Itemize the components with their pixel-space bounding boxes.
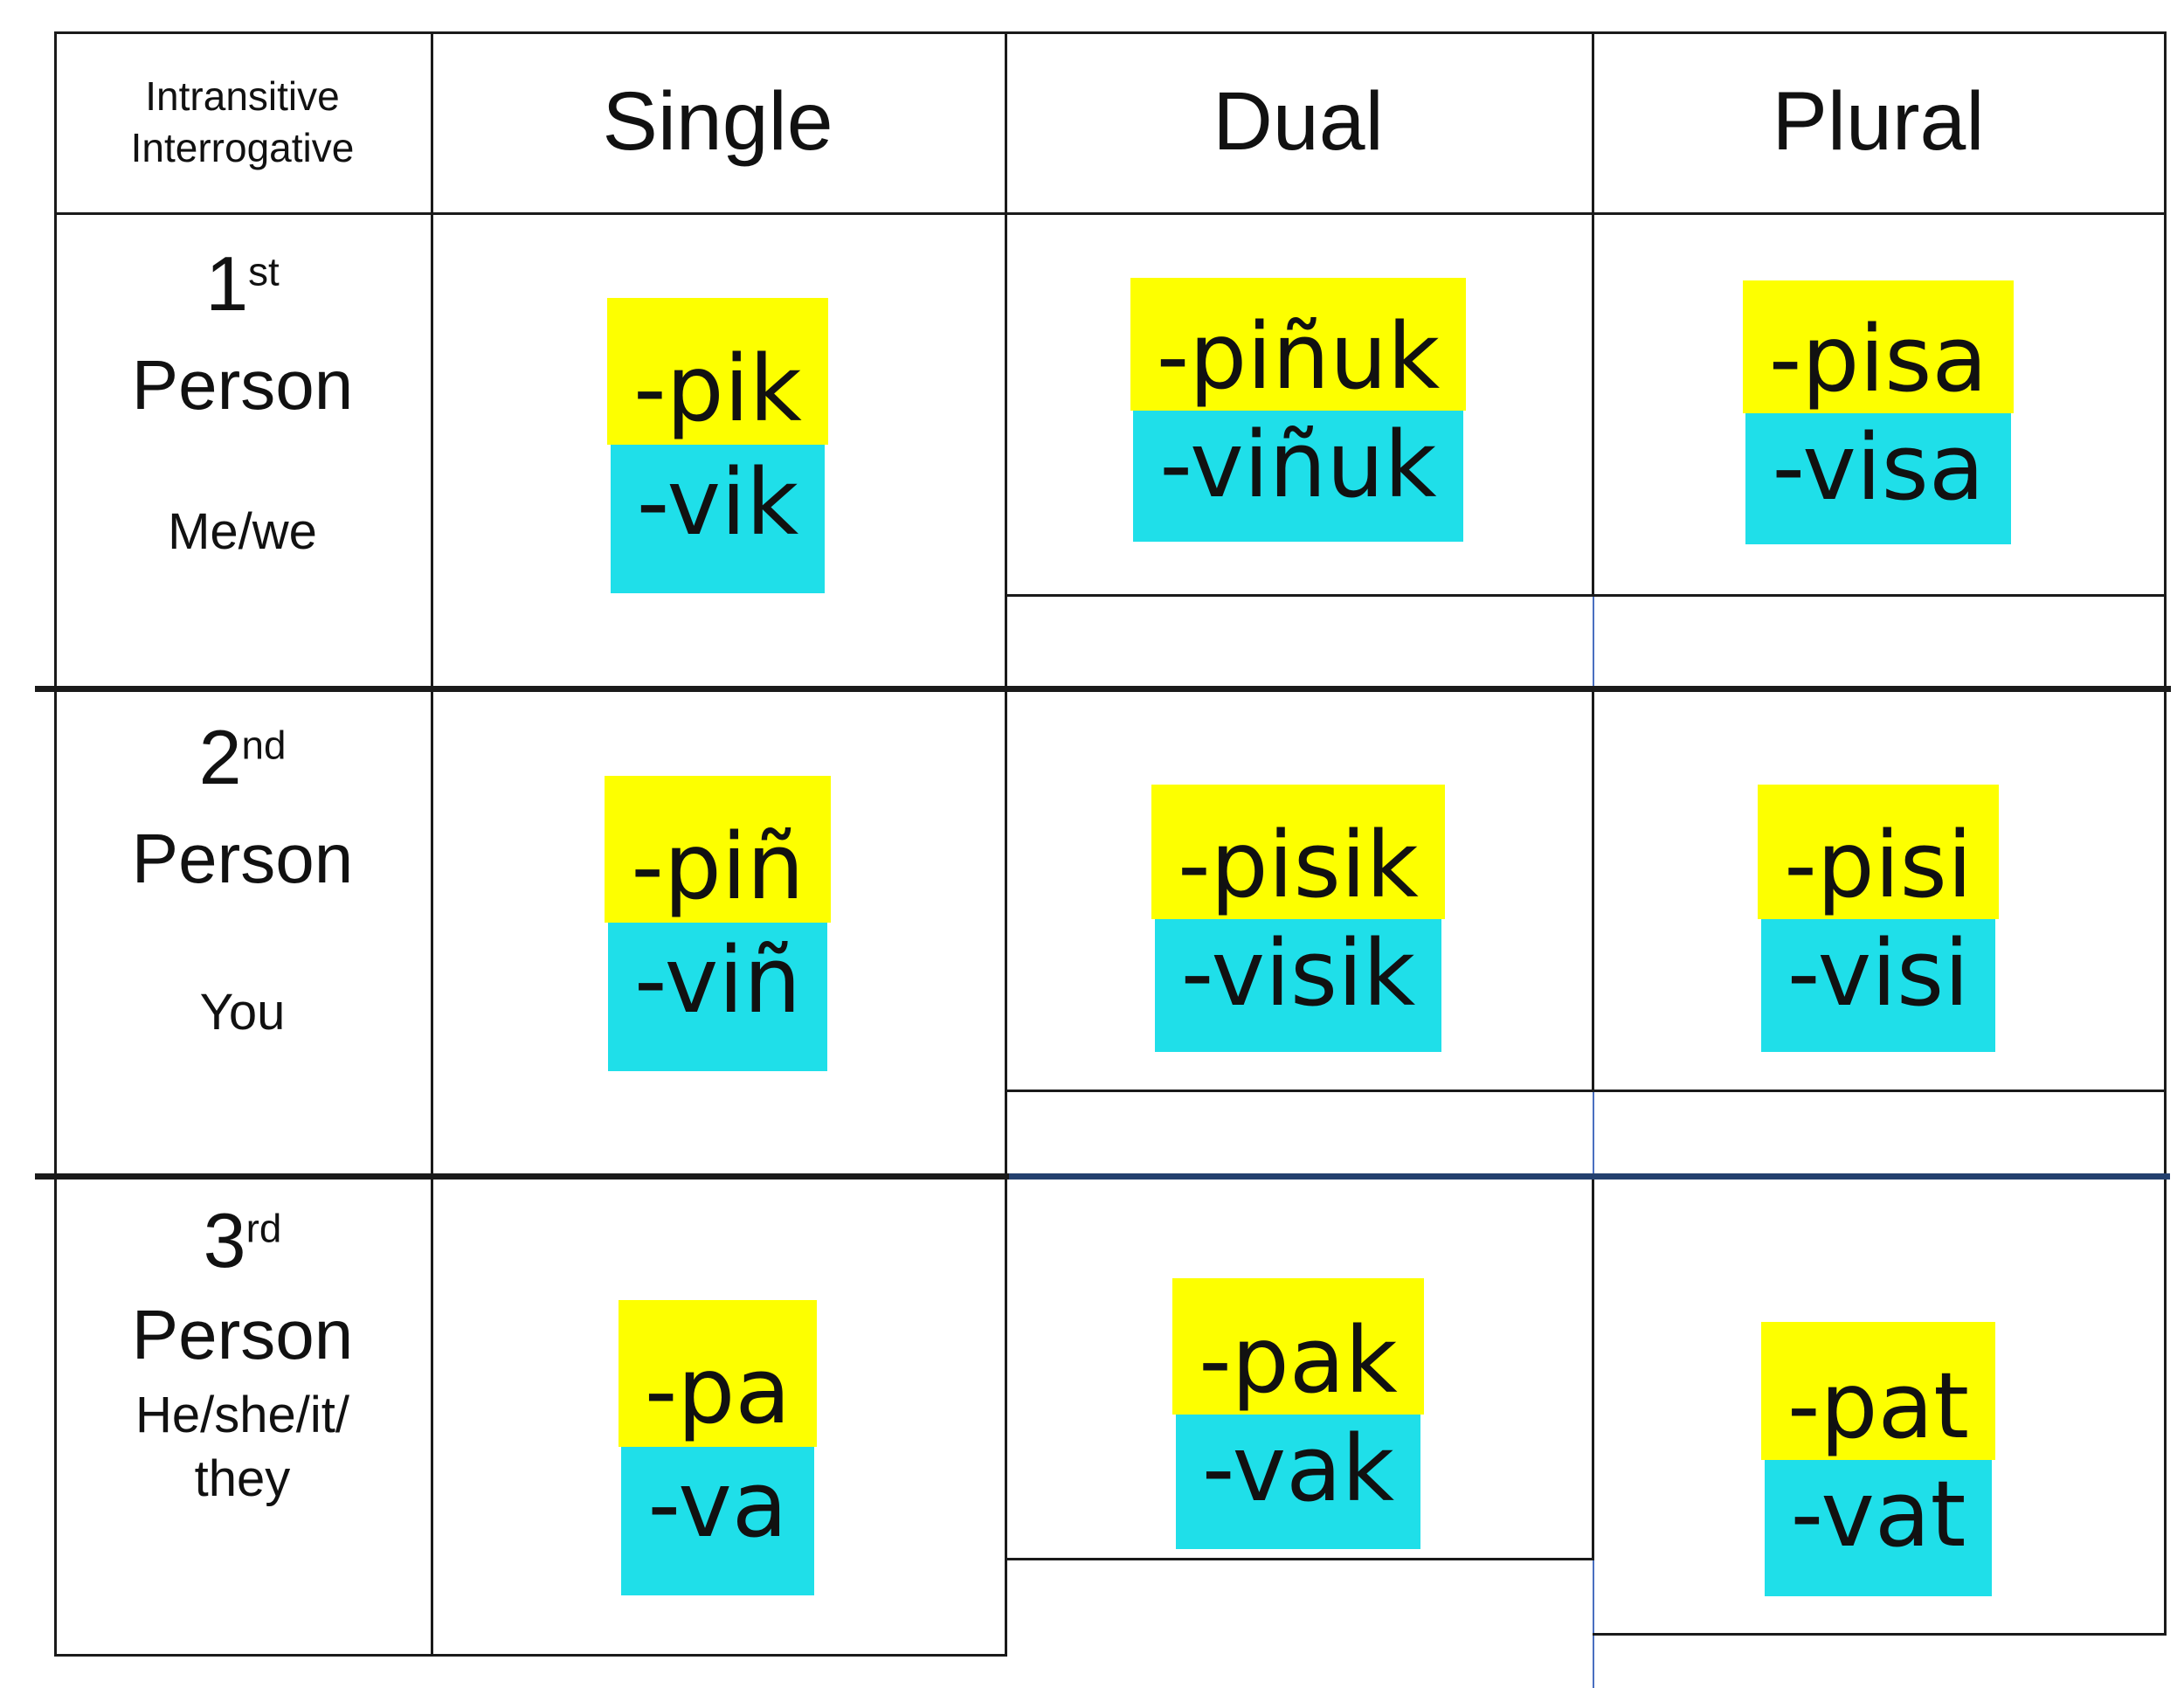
suffix-chip-cyan: -viñ [607,923,828,1071]
grid-line [54,212,2167,215]
grid-line [2164,31,2167,1635]
ordinal-label: 1st [205,246,280,322]
ordinal-number: 2 [198,714,242,800]
grid-line-blue [1593,596,1594,686]
pronoun-label: they [194,1449,291,1507]
pronoun-label: He/she/it/ [135,1387,349,1443]
row-header-1st-person: 1st Person Me/we [57,215,428,683]
suffix-chip-cyan: -visa [1745,413,2011,544]
column-header-dual: Dual [1007,34,1589,210]
cell-1st-plural: -pisa -visa [1595,215,2161,591]
ordinal-superscript: rd [245,1206,282,1251]
suffix-chip-yellow: -piñuk [1130,278,1467,411]
cell-2nd-single: -piñ -viñ [433,688,1002,1171]
grid-line [1005,594,2167,597]
grid-line [1005,31,1007,1656]
person-label: Person [131,1296,354,1373]
cell-2nd-dual: -pisik -visik [1007,688,1589,1087]
suffix-chip-yellow: -pa [618,1300,818,1447]
suffix-chip-cyan: -visi [1760,919,1996,1052]
grid-line [1592,686,1594,1090]
suffix-chip-yellow: -pat [1760,1322,1996,1460]
person-label: Person [131,346,354,424]
cell-2nd-plural: -pisi -visi [1595,688,2161,1087]
column-header-plural: Plural [1595,34,2161,210]
suffix-chip-cyan: -va [621,1447,814,1595]
row-header-2nd-person: 2nd Person You [57,688,428,1171]
grid-line [1593,1633,2167,1636]
column-header-label: Dual [1213,75,1384,168]
ordinal-label: 3rd [204,1202,282,1279]
corner-header-line2: Interrogative [130,124,355,170]
grid-line [1592,31,1594,596]
ordinal-label: 2nd [199,719,287,796]
suffix-chip-yellow: -pik [607,298,828,445]
suffix-chip-yellow: -pisi [1758,785,1999,919]
grid-line [35,1173,1009,1180]
grid-line [1592,1173,1594,1558]
suffix-chip-yellow: -pisa [1742,280,2015,413]
grid-line [54,31,2167,34]
cell-3rd-plural: -pat -vat [1595,1178,2161,1630]
cell-1st-single: -pik -vik [433,215,1002,683]
grid-line [1005,1090,2167,1092]
cell-3rd-dual: -pak -vak [1007,1178,1589,1555]
ordinal-superscript: nd [241,723,287,768]
cell-3rd-single: -pa -va [433,1178,1002,1651]
grid-line-blue [1593,1558,1594,1688]
column-header-single: Single [433,34,1002,210]
suffix-chip-yellow: -pak [1172,1278,1424,1415]
pronoun-label: You [199,984,286,1041]
suffix-chip-cyan: -vak [1175,1415,1421,1549]
grid-line [54,1654,1007,1657]
grid-line [1005,1558,1594,1560]
column-header-label: Plural [1772,75,1985,168]
corner-header-cell: Intransitive Interrogative [57,34,428,210]
row-header-3rd-person: 3rd Person He/she/it/ they [57,1178,428,1651]
grid-line-blue [1593,1090,1594,1173]
pronoun-label: Me/we [168,503,317,560]
grid-line [54,31,57,1656]
corner-header-line1: Intransitive [145,73,340,119]
ordinal-number: 3 [203,1197,246,1283]
suffix-chip-cyan: -viñuk [1133,411,1463,542]
ordinal-superscript: st [248,249,280,294]
ordinal-number: 1 [205,240,249,327]
cell-1st-dual: -piñuk -viñuk [1007,215,1589,591]
grid-line [35,686,2171,692]
suffix-chip-cyan: -visik [1154,919,1442,1052]
person-label: Person [131,820,354,897]
column-header-label: Single [602,75,833,168]
grid-line-blue [1009,1173,2170,1180]
suffix-chip-yellow: -piñ [605,776,831,923]
suffix-chip-yellow: -pisik [1151,785,1445,919]
suffix-chip-cyan: -vik [610,445,826,593]
suffix-chip-cyan: -vat [1764,1460,1993,1596]
grid-line [431,31,433,1656]
